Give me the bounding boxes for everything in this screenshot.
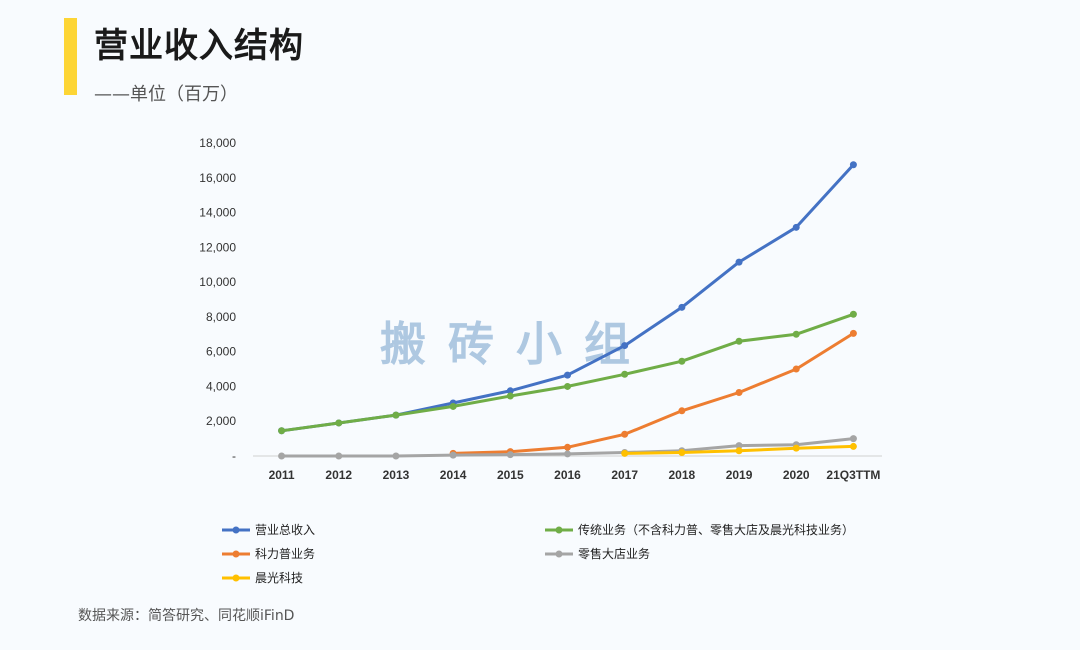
legend-label: 晨光科技 <box>255 571 303 585</box>
data-point <box>449 451 457 459</box>
legend-swatch-marker <box>232 526 240 534</box>
data-point <box>678 303 686 311</box>
x-tick-label: 2011 <box>269 468 295 482</box>
y-tick-label: 18,000 <box>199 136 236 150</box>
data-point <box>735 337 743 345</box>
series-5 <box>621 442 857 457</box>
x-tick-label: 2018 <box>669 468 696 482</box>
data-point <box>849 161 857 169</box>
legend-label: 传统业务（不含科力普、零售大店及晨光科技业务） <box>578 522 854 537</box>
data-point <box>621 370 629 378</box>
legend-item: 晨光科技 <box>222 571 303 585</box>
data-point <box>735 442 743 450</box>
watermark: 搬砖小组 <box>380 317 652 371</box>
x-tick-label: 2017 <box>611 468 638 482</box>
data-point <box>792 444 800 452</box>
y-tick-label: - <box>232 449 236 463</box>
data-point <box>792 365 800 373</box>
data-point <box>278 452 286 460</box>
data-point <box>506 392 514 400</box>
data-point <box>792 330 800 338</box>
legend-swatch-marker <box>555 526 563 534</box>
legend-swatch-marker <box>232 574 240 582</box>
data-point <box>564 382 571 390</box>
x-tick-label: 21Q3TTM <box>826 468 880 482</box>
legend-item: 零售大店业务 <box>545 546 650 561</box>
data-point <box>392 411 400 419</box>
series-line <box>451 331 855 455</box>
data-point <box>335 452 343 460</box>
legend-label: 科力普业务 <box>255 546 315 561</box>
data-source-note: 数据来源：简答研究、同花顺iFinD <box>78 608 295 624</box>
title-accent-bar <box>64 18 77 95</box>
data-point <box>678 407 686 415</box>
data-point <box>735 447 743 455</box>
legend-label: 营业总收入 <box>255 523 315 537</box>
series-line <box>280 163 855 433</box>
x-tick-label: 2014 <box>440 468 467 482</box>
data-point <box>735 258 743 266</box>
legend-item: 科力普业务 <box>222 546 315 561</box>
data-point <box>278 427 286 435</box>
x-tick-label: 2015 <box>497 468 524 482</box>
unit-subtitle: ——单位（百万） <box>94 84 238 105</box>
y-tick-label: 2,000 <box>206 414 236 428</box>
data-point <box>849 435 857 443</box>
page-title: 营业收入结构 <box>94 26 304 66</box>
data-point <box>621 342 629 350</box>
legend-item: 营业总收入 <box>222 523 315 537</box>
y-tick-label: 16,000 <box>199 171 236 185</box>
legend-swatch-marker <box>232 550 240 558</box>
data-point <box>506 451 514 459</box>
x-axis-ticks: 2011 2012 2013 2014 2015 2016 2017 2018 2019 2020… <box>269 468 881 482</box>
data-point <box>564 443 571 451</box>
data-point <box>849 310 857 318</box>
legend: 营业总收入 传统业务（不含科力普、零售大店及晨光科技业务） 科力普业务 零售大店业务晨… <box>222 522 854 585</box>
y-tick-label: 12,000 <box>199 240 236 254</box>
x-tick-label: 2016 <box>554 468 581 482</box>
y-axis-ticks: - 2,000 4,000 6,000 8,000 10,000 12,000 14,000 1… <box>199 136 236 463</box>
y-tick-label: 14,000 <box>199 206 236 220</box>
series-2 <box>278 310 857 435</box>
x-tick-label: 2020 <box>783 468 810 482</box>
data-point <box>735 389 743 397</box>
data-point <box>678 449 686 457</box>
data-point <box>564 371 571 379</box>
series-1 <box>278 161 857 435</box>
data-point <box>392 452 400 460</box>
data-point <box>335 419 343 427</box>
data-point <box>849 329 857 337</box>
y-tick-label: 4,000 <box>206 379 236 393</box>
y-tick-label: 10,000 <box>199 275 236 289</box>
x-tick-label: 2019 <box>726 468 753 482</box>
legend-swatch-marker <box>555 550 563 558</box>
data-point <box>792 223 800 231</box>
watermark-text: 搬砖小组 <box>380 317 652 371</box>
x-tick-label: 2013 <box>383 468 410 482</box>
data-point <box>621 430 629 438</box>
y-tick-label: 8,000 <box>206 310 236 324</box>
data-point <box>849 442 857 450</box>
data-point <box>621 449 629 457</box>
data-point <box>449 402 457 410</box>
data-point <box>564 450 571 458</box>
legend-label: 零售大店业务 <box>578 546 650 561</box>
y-tick-label: 6,000 <box>206 345 236 359</box>
data-point <box>678 357 686 365</box>
series-lines <box>278 161 857 460</box>
legend-item: 传统业务（不含科力普、零售大店及晨光科技业务） <box>545 522 854 537</box>
data-point <box>506 387 514 395</box>
x-tick-label: 2012 <box>325 468 352 482</box>
